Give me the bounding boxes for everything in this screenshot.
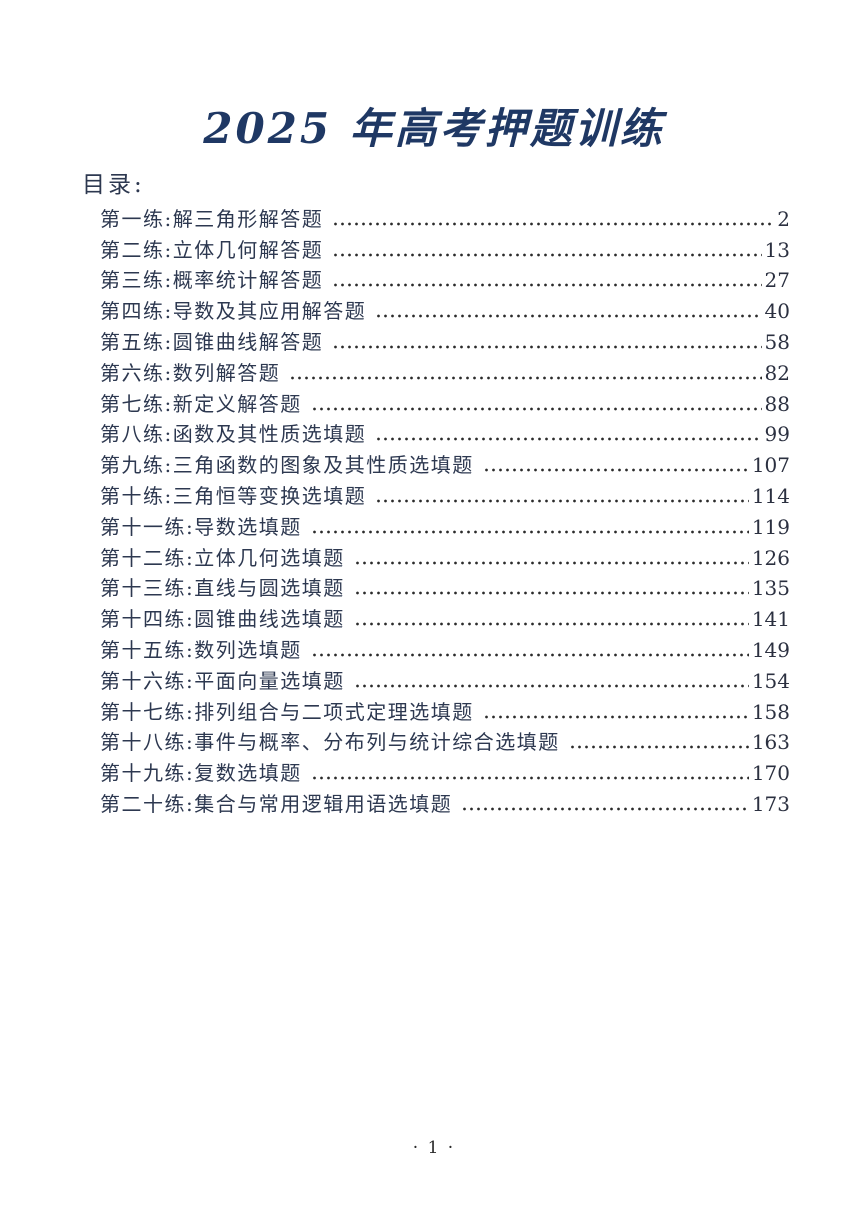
toc-entry[interactable]: 第十九练:复数选填题 170 <box>100 756 790 787</box>
table-of-contents: 第一练:解三角形解答题 2 第二练:立体几何解答题 13 第三练:概率统计解答题… <box>100 202 790 818</box>
dot-leader <box>375 313 762 320</box>
toc-entry-page: 141 <box>751 607 790 632</box>
toc-entry-label: 第二十练:集合与常用逻辑用语选填题 <box>100 791 453 816</box>
toc-entry[interactable]: 第十一练:导数选填题 119 <box>100 510 790 541</box>
toc-entry[interactable]: 第十六练:平面向量选填题 154 <box>100 664 790 695</box>
dot-leader <box>310 405 762 412</box>
toc-entry[interactable]: 第十练:三角恒等变换选填题 114 <box>100 479 790 510</box>
toc-entry[interactable]: 第十二练:立体几何选填题 126 <box>100 541 790 572</box>
toc-entry-label: 第十练:三角恒等变换选填题 <box>100 483 367 508</box>
toc-entry-label: 第十四练:圆锥曲线选填题 <box>100 607 345 632</box>
toc-entry-label: 第十一练:导数选填题 <box>100 514 302 539</box>
toc-entry-label: 第十二练:立体几何选填题 <box>100 545 345 570</box>
toc-entry[interactable]: 第十四练:圆锥曲线选填题 141 <box>100 602 790 633</box>
dot-leader <box>353 621 749 628</box>
toc-entry-page: 88 <box>764 391 790 416</box>
toc-entry-page: 119 <box>751 514 790 539</box>
toc-entry-label: 第四练:导数及其应用解答题 <box>100 299 367 324</box>
dot-leader <box>310 651 749 658</box>
toc-entry[interactable]: 第十七练:排列组合与二项式定理选填题 158 <box>100 695 790 726</box>
toc-entry-page: 126 <box>751 545 790 570</box>
toc-entry-page: 149 <box>751 637 790 662</box>
toc-entry-page: 99 <box>764 422 790 447</box>
toc-entry[interactable]: 第一练:解三角形解答题 2 <box>100 202 790 233</box>
toc-entry-page: 58 <box>764 329 790 354</box>
toc-entry[interactable]: 第十八练:事件与概率、分布列与统计综合选填题 163 <box>100 726 790 757</box>
dot-leader <box>375 436 762 443</box>
dot-leader <box>568 744 749 751</box>
toc-entry-label: 第五练:圆锥曲线解答题 <box>100 329 324 354</box>
toc-entry-page: 163 <box>751 730 790 755</box>
toc-entry[interactable]: 第十五练:数列选填题 149 <box>100 633 790 664</box>
dot-leader <box>310 775 749 782</box>
toc-entry-page: 170 <box>751 761 790 786</box>
dot-leader <box>353 559 749 566</box>
toc-entry[interactable]: 第二十练:集合与常用逻辑用语选填题 173 <box>100 787 790 818</box>
toc-entry[interactable]: 第三练:概率统计解答题 27 <box>100 264 790 295</box>
toc-entry-label: 第六练:数列解答题 <box>100 360 281 385</box>
toc-entry[interactable]: 第五练:圆锥曲线解答题 58 <box>100 325 790 356</box>
dot-leader <box>353 682 749 689</box>
dot-leader <box>353 590 749 597</box>
toc-entry-page: 107 <box>751 453 790 478</box>
toc-entry-page: 114 <box>751 483 790 508</box>
toc-entry[interactable]: 第十三练:直线与圆选填题 135 <box>100 572 790 603</box>
toc-entry-page: 13 <box>764 237 790 262</box>
toc-entry-label: 第十五练:数列选填题 <box>100 637 302 662</box>
dot-leader <box>289 374 762 381</box>
dot-leader <box>332 282 762 289</box>
document-title: 2025 年高考押题训练 <box>203 104 665 153</box>
toc-entry-page: 154 <box>751 668 790 693</box>
toc-entry-label: 第七练:新定义解答题 <box>100 391 302 416</box>
toc-entry-label: 第八练:函数及其性质选填题 <box>100 422 367 447</box>
dot-leader <box>332 251 762 258</box>
toc-entry[interactable]: 第四练:导数及其应用解答题 40 <box>100 294 790 325</box>
toc-entry-page: 40 <box>764 299 790 324</box>
dot-leader <box>310 528 749 535</box>
toc-entry[interactable]: 第二练:立体几何解答题 13 <box>100 233 790 264</box>
dot-leader <box>332 343 762 350</box>
toc-entry-page: 158 <box>751 699 790 724</box>
toc-entry[interactable]: 第八练:函数及其性质选填题 99 <box>100 418 790 449</box>
toc-entry-label: 第十三练:直线与圆选填题 <box>100 576 345 601</box>
toc-entry-label: 第一练:解三角形解答题 <box>100 206 324 231</box>
dot-leader <box>375 497 749 504</box>
toc-entry[interactable]: 第九练:三角函数的图象及其性质选填题 107 <box>100 448 790 479</box>
toc-entry-page: 82 <box>764 360 790 385</box>
toc-entry-page: 27 <box>764 268 790 293</box>
toc-entry-page: 135 <box>751 576 790 601</box>
dot-leader <box>332 220 775 227</box>
toc-entry-label: 第十八练:事件与概率、分布列与统计综合选填题 <box>100 730 560 755</box>
toc-entry[interactable]: 第七练:新定义解答题 88 <box>100 387 790 418</box>
toc-entry-label: 第三练:概率统计解答题 <box>100 268 324 293</box>
toc-entry-label: 第十六练:平面向量选填题 <box>100 668 345 693</box>
dot-leader <box>482 467 749 474</box>
toc-entry-label: 第十七练:排列组合与二项式定理选填题 <box>100 699 474 724</box>
toc-entry-page: 173 <box>751 791 790 816</box>
toc-entry-label: 第九练:三角函数的图象及其性质选填题 <box>100 453 474 478</box>
toc-entry-page: 2 <box>777 206 790 231</box>
toc-heading: 目录: <box>82 172 145 198</box>
toc-entry-label: 第十九练:复数选填题 <box>100 761 302 786</box>
dot-leader <box>461 805 749 812</box>
dot-leader <box>482 713 749 720</box>
footer-page-number: · 1 · <box>412 1138 456 1158</box>
toc-entry-label: 第二练:立体几何解答题 <box>100 237 324 262</box>
toc-entry[interactable]: 第六练:数列解答题 82 <box>100 356 790 387</box>
